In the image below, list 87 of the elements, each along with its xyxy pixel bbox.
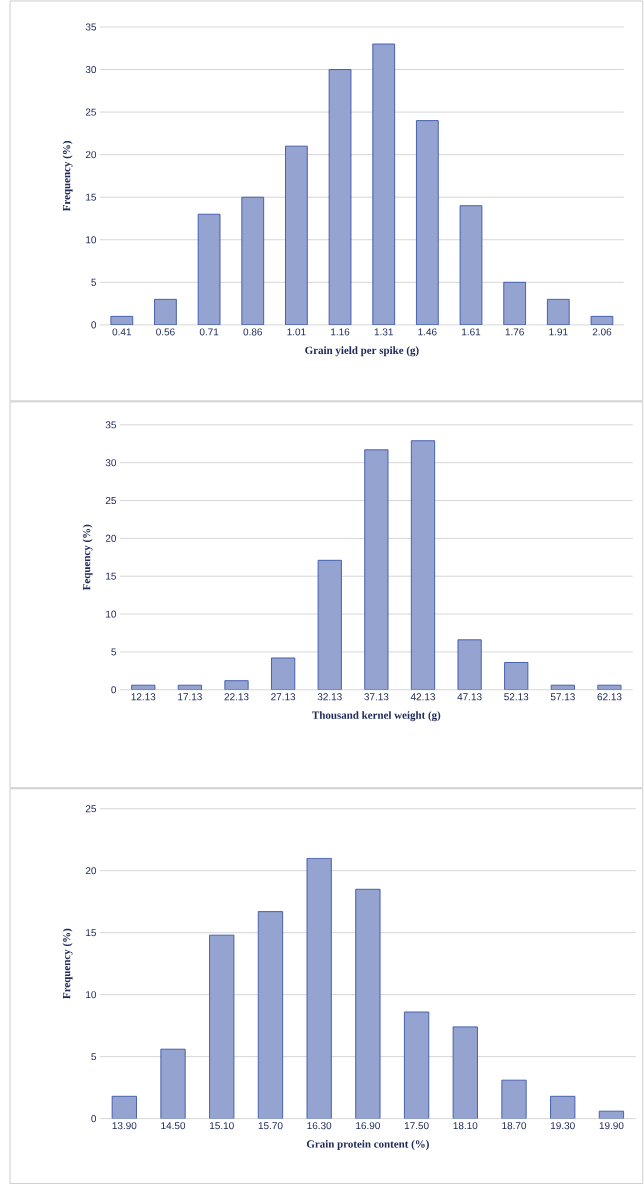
x-tick-label: 1.76: [505, 328, 525, 336]
x-tick-label: 1.16: [331, 328, 350, 336]
bar: [364, 449, 389, 690]
x-tick-label: 0.56: [156, 328, 175, 336]
y-tick-label: 10: [106, 610, 117, 618]
y-tick-label: 20: [105, 534, 117, 542]
y-tick-label: 0: [91, 321, 97, 329]
bar: [154, 298, 177, 325]
x-tick-label: 47.13: [457, 693, 482, 701]
x-tick-label: 13.90: [112, 1122, 137, 1130]
x-tick-label: 27.13: [271, 693, 296, 701]
x-axis-title: Grain yield per spike (g): [305, 346, 419, 357]
bar: [355, 888, 381, 1119]
x-tick-label: 16.30: [307, 1122, 332, 1130]
bar: [285, 145, 308, 325]
x-tick-label: 22.13: [224, 693, 249, 701]
y-tick-label: 5: [91, 1053, 97, 1061]
y-axis-title: Frequency (%): [62, 141, 73, 212]
bar: [459, 205, 483, 325]
x-tick-label: 57.13: [550, 693, 575, 701]
bar: [452, 1026, 479, 1119]
bar: [197, 213, 221, 325]
y-tick-label: 0: [111, 686, 117, 694]
x-tick-label: 1.91: [549, 328, 568, 336]
bar: [241, 196, 265, 325]
bar: [372, 43, 396, 325]
x-axis-title: Thousand kernel weight (g): [312, 711, 441, 722]
x-tick-label: 14.50: [161, 1122, 186, 1130]
x-tick-label: 15.70: [258, 1122, 283, 1130]
y-tick-label: 15: [106, 572, 117, 580]
bar: [416, 120, 439, 325]
bar: [224, 680, 249, 690]
y-tick-label: 15: [86, 193, 97, 201]
y-tick-label: 25: [85, 805, 97, 813]
x-tick-label: 62.13: [597, 693, 622, 701]
y-tick-label: 0: [91, 1115, 97, 1123]
bar: [501, 1079, 527, 1119]
x-tick-label: 16.90: [356, 1122, 381, 1130]
y-tick-label: 30: [105, 459, 117, 467]
y-tick-label: 15: [86, 929, 97, 937]
y-tick-label: 5: [91, 278, 97, 286]
y-tick-label: 25: [105, 497, 117, 505]
x-tick-label: 18.10: [453, 1122, 478, 1130]
x-tick-label: 18.70: [502, 1122, 527, 1130]
x-tick-label: 17.50: [405, 1122, 429, 1130]
bar: [317, 559, 342, 690]
y-tick-label: 30: [85, 66, 97, 74]
bar: [547, 298, 570, 325]
x-tick-label: 19.30: [551, 1122, 575, 1130]
y-tick-label: 35: [105, 421, 117, 429]
bar: [411, 440, 436, 690]
y-tick-label: 5: [111, 648, 117, 656]
x-tick-label: 1.31: [374, 328, 394, 336]
bar: [457, 639, 482, 690]
y-tick-label: 10: [86, 991, 97, 999]
bar: [504, 662, 529, 690]
x-tick-label: 52.13: [504, 693, 529, 701]
bar: [209, 934, 235, 1119]
x-tick-label: 0.86: [243, 328, 263, 336]
bar: [160, 1048, 186, 1119]
x-tick-label: 2.06: [592, 328, 612, 336]
bar: [271, 657, 296, 690]
x-tick-label: 1.46: [418, 328, 437, 336]
x-tick-label: 0.71: [199, 328, 219, 336]
x-tick-label: 15.10: [210, 1122, 234, 1130]
x-axis-title: Grain protein content (%): [307, 1140, 430, 1150]
y-tick-label: 25: [85, 108, 97, 116]
x-tick-label: 1.01: [287, 328, 306, 336]
bar: [503, 281, 527, 325]
x-tick-label: 17.13: [178, 693, 203, 701]
bar: [404, 1011, 430, 1119]
y-tick-label: 35: [85, 23, 97, 31]
bar: [328, 69, 352, 325]
y-tick-label: 20: [85, 867, 97, 875]
x-tick-label: 19.90: [599, 1122, 624, 1130]
x-tick-label: 1.61: [462, 328, 481, 336]
bar: [306, 857, 332, 1119]
y-tick-label: 10: [86, 236, 97, 244]
y-tick-label: 20: [85, 151, 97, 159]
bar: [257, 911, 284, 1119]
x-tick-label: 32.13: [317, 693, 342, 701]
x-tick-label: 37.13: [364, 693, 389, 701]
x-tick-label: 42.13: [410, 693, 436, 701]
x-tick-label: 0.41: [112, 328, 132, 336]
y-axis-title: Frequency (%): [62, 928, 73, 999]
x-tick-label: 12.13: [131, 693, 156, 701]
y-axis-title: Fequency (%): [82, 524, 93, 591]
